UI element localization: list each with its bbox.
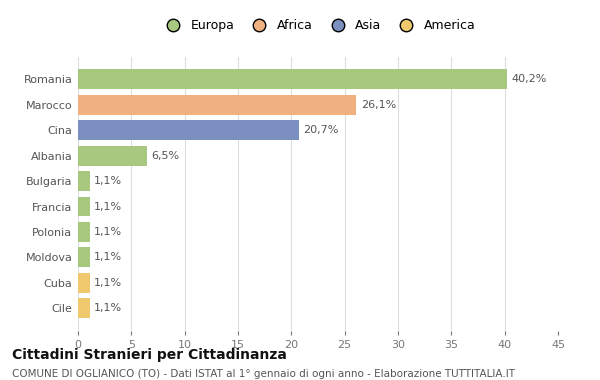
Text: 6,5%: 6,5% <box>152 150 180 161</box>
Bar <box>78 196 90 217</box>
Text: 1,1%: 1,1% <box>94 201 122 212</box>
Text: 1,1%: 1,1% <box>94 278 122 288</box>
Bar <box>78 120 299 140</box>
Bar <box>78 70 507 89</box>
Bar <box>78 171 90 191</box>
Bar <box>78 298 90 318</box>
Bar <box>78 95 356 115</box>
Text: 40,2%: 40,2% <box>511 74 547 84</box>
Bar <box>78 247 90 267</box>
Text: 1,1%: 1,1% <box>94 176 122 186</box>
Text: Cittadini Stranieri per Cittadinanza: Cittadini Stranieri per Cittadinanza <box>12 348 287 362</box>
Text: 1,1%: 1,1% <box>94 303 122 313</box>
Text: COMUNE DI OGLIANICO (TO) - Dati ISTAT al 1° gennaio di ogni anno - Elaborazione : COMUNE DI OGLIANICO (TO) - Dati ISTAT al… <box>12 369 515 379</box>
Text: 1,1%: 1,1% <box>94 227 122 237</box>
Bar <box>78 222 90 242</box>
Bar <box>78 146 148 166</box>
Text: 1,1%: 1,1% <box>94 252 122 262</box>
Text: 20,7%: 20,7% <box>303 125 338 135</box>
Bar <box>78 273 90 293</box>
Text: 26,1%: 26,1% <box>361 100 396 110</box>
Legend: Europa, Africa, Asia, America: Europa, Africa, Asia, America <box>155 14 481 37</box>
